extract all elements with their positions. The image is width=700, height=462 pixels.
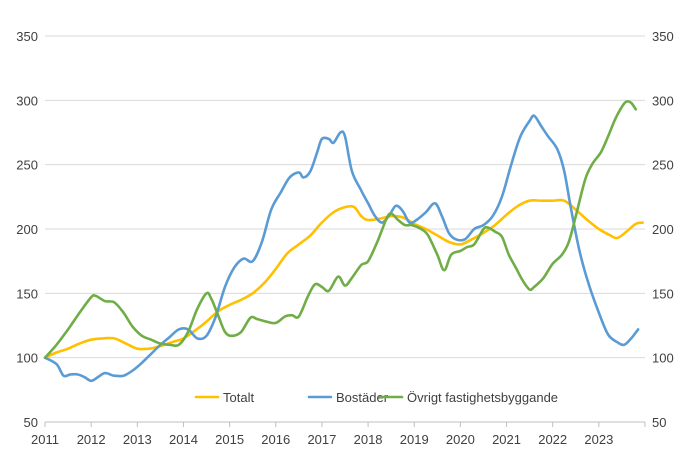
y-axis-right: 50 100 150 200 250 300 350 xyxy=(652,29,674,430)
series-lines xyxy=(43,100,644,383)
legend-label-2: Övrigt fastighetsbyggande xyxy=(407,390,558,405)
y-tick-label-left: 350 xyxy=(16,29,38,44)
x-tick-label: 2018 xyxy=(354,432,383,447)
series-line-2 xyxy=(43,100,638,359)
y-tick-label-left: 100 xyxy=(16,351,38,366)
x-tick-label: 2020 xyxy=(446,432,475,447)
x-tick-label: 2017 xyxy=(307,432,336,447)
x-tick-label: 2015 xyxy=(215,432,244,447)
series-line-1 xyxy=(43,114,640,383)
y-tick-label-right: 50 xyxy=(652,415,666,430)
x-tick-label: 2016 xyxy=(261,432,290,447)
y-tick-label-right: 200 xyxy=(652,222,674,237)
y-tick-label-left: 250 xyxy=(16,158,38,173)
legend: Totalt Bostäder Övrigt fastighetsbyggande xyxy=(194,390,558,405)
x-tick-label: 2023 xyxy=(584,432,613,447)
x-tick-label: 2012 xyxy=(77,432,106,447)
legend-label-1: Bostäder xyxy=(336,390,389,405)
y-tick-label-right: 300 xyxy=(652,93,674,108)
x-tick-label: 2019 xyxy=(400,432,429,447)
x-tick-label: 2011 xyxy=(31,432,59,447)
x-axis: 2011 2012 2013 2014 2015 2016 2017 2018 2019 2020… xyxy=(31,421,646,447)
y-axis-left: 50 100 150 200 250 300 350 xyxy=(16,29,38,430)
y-tick-label-right: 100 xyxy=(652,351,674,366)
x-tick-label: 2014 xyxy=(169,432,198,447)
x-tick-label: 2021 xyxy=(492,432,521,447)
y-tick-label-right: 150 xyxy=(652,286,674,301)
x-tick-label: 2022 xyxy=(538,432,567,447)
series-line-0 xyxy=(43,198,644,359)
y-tick-label-right: 250 xyxy=(652,158,674,173)
y-tick-label-left: 150 xyxy=(16,286,38,301)
y-tick-label-right: 350 xyxy=(652,29,674,44)
y-tick-label-left: 50 xyxy=(24,415,38,430)
gridlines xyxy=(45,35,645,359)
y-tick-label-left: 200 xyxy=(16,222,38,237)
legend-label-0: Totalt xyxy=(223,390,254,405)
x-tick-label: 2013 xyxy=(123,432,152,447)
y-tick-label-left: 300 xyxy=(16,93,38,108)
